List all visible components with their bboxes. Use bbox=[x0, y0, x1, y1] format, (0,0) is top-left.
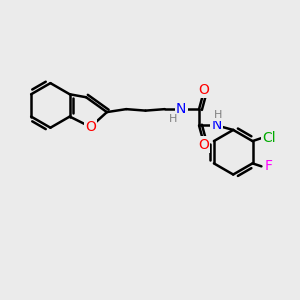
Text: O: O bbox=[85, 120, 96, 134]
Text: F: F bbox=[265, 159, 273, 173]
Text: H: H bbox=[214, 110, 223, 120]
Text: O: O bbox=[198, 138, 209, 152]
Text: H: H bbox=[169, 114, 177, 124]
Text: N: N bbox=[212, 118, 222, 133]
Text: N: N bbox=[176, 102, 186, 116]
Text: O: O bbox=[198, 83, 209, 97]
Text: Cl: Cl bbox=[262, 131, 276, 145]
